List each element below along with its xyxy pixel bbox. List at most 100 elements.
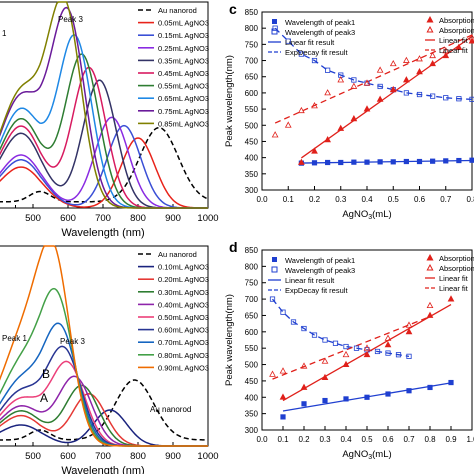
y-tick-label-3-0: 300 xyxy=(245,426,259,435)
series-line-0-1 xyxy=(0,137,208,209)
legend-label-r-1-1: Absorption xyxy=(439,26,474,35)
point-1-3-6 xyxy=(350,82,358,89)
point-3-2-1 xyxy=(300,383,308,390)
series-line-0-9 xyxy=(0,1,208,209)
point-1-2-2 xyxy=(324,135,331,143)
legend-label-2-8: 0.80mL AgNO3 xyxy=(158,351,209,360)
legend-label-2-1: 0.10mL AgNO3 xyxy=(158,263,209,272)
x-axis-label-1: AgNO3(mL) xyxy=(342,209,391,221)
point-3-2-8 xyxy=(447,295,455,302)
x-axis-label-0: Wavelength (nm) xyxy=(61,227,144,239)
legend-label-0-2: 0.15mL AgNO3 xyxy=(158,31,209,40)
x-tick-label-0-5: 1000 xyxy=(197,213,218,224)
legend-label-2-7: 0.70mL AgNO3 xyxy=(158,338,209,347)
point-3-3-0 xyxy=(269,370,276,377)
y-tick-label-3-5: 550 xyxy=(245,344,259,353)
y-tick-label-1-8: 700 xyxy=(245,57,259,66)
point-3-0-2 xyxy=(322,397,328,404)
legend-label-3-3: ExpDecay fit result xyxy=(285,286,348,295)
annotation-curve-b: B xyxy=(42,367,50,381)
fit-line-1-3 xyxy=(274,34,473,124)
point-1-1-3 xyxy=(311,57,318,64)
point-1-1-1 xyxy=(285,38,291,44)
x-tick-label-2-0: 500 xyxy=(25,451,41,462)
annotation-peak3-top: Peak 3 xyxy=(58,15,83,24)
legend-marker-3-0 xyxy=(272,257,277,262)
point-1-3-12 xyxy=(429,51,436,59)
point-3-2-6 xyxy=(405,327,413,335)
legend-label-r-1-2: Linear fit xyxy=(439,36,469,45)
x-tick-label-0-2: 700 xyxy=(95,213,111,224)
point-1-3-3 xyxy=(311,102,318,109)
legend-marker-r-3-1 xyxy=(426,263,434,271)
legend-label-2-3: 0.30mL AgNO3 xyxy=(158,288,209,297)
panel-label-3: d xyxy=(229,239,238,255)
point-1-1-0 xyxy=(272,25,278,31)
point-1-2-5 xyxy=(363,105,371,112)
point-3-0-4 xyxy=(364,394,370,400)
point-1-3-1 xyxy=(284,121,292,128)
x-tick-label-1-5: 0.5 xyxy=(388,195,400,204)
point-1-0-2 xyxy=(325,159,331,166)
point-1-1-2 xyxy=(298,51,304,57)
point-1-3-0 xyxy=(271,131,279,138)
x-tick-label-3-9: 0.9 xyxy=(445,435,457,444)
legend-label-r-3-3: Linear fit xyxy=(439,284,469,293)
point-3-2-7 xyxy=(426,311,434,318)
point-3-0-5 xyxy=(385,391,391,397)
point-1-3-14 xyxy=(455,43,463,50)
legend-label-1-3: ExpDecay fit result xyxy=(285,48,348,57)
x-tick-label-3-1: 0.1 xyxy=(277,435,289,444)
x-tick-label-1-1: 0.1 xyxy=(283,195,295,204)
point-1-0-7 xyxy=(390,159,396,165)
legend-label-2-9: 0.90mL AgNO3 xyxy=(158,363,209,372)
y-tick-label-3-10: 800 xyxy=(245,262,259,271)
point-1-3-13 xyxy=(442,46,450,54)
legend-label-2-5: 0.50mL AgNO3 xyxy=(158,313,209,322)
point-3-3-8 xyxy=(426,301,434,309)
point-3-3-3 xyxy=(321,357,329,364)
legend-marker-1-1 xyxy=(271,28,278,35)
fit-line-3-3 xyxy=(272,315,431,380)
y-tick-label-3-4: 500 xyxy=(245,361,259,370)
legend-label-1-1: Wavelength of peak3 xyxy=(285,28,355,37)
legend-label-r-3-1: Absorption xyxy=(439,264,474,273)
x-tick-label-3-3: 0.3 xyxy=(319,435,331,444)
legend-label-0-0: Au nanorod xyxy=(158,6,197,15)
fit-curve-3-1 xyxy=(271,298,410,358)
annotation-peak1-bottom: Peak 1 xyxy=(2,334,27,343)
point-1-0-6 xyxy=(377,159,383,165)
legend-marker-r-1-0 xyxy=(426,15,434,23)
y-tick-label-1-10: 800 xyxy=(245,24,259,33)
legend-label-0-9: 0.85mL AgNO3 xyxy=(158,119,209,128)
legend-label-r-1-3: Linear fit xyxy=(439,46,469,55)
legend-label-2-2: 0.20mL AgNO3 xyxy=(158,275,209,284)
point-3-3-6 xyxy=(384,334,392,341)
y-tick-label-1-5: 550 xyxy=(245,105,259,114)
point-3-3-4 xyxy=(342,350,350,358)
x-tick-label-1-3: 0.3 xyxy=(335,195,347,204)
point-1-0-12 xyxy=(456,157,462,164)
legend-marker-r-3-0 xyxy=(426,253,434,261)
legend-label-2-6: 0.60mL AgNO3 xyxy=(158,326,209,335)
x-tick-label-3-7: 0.7 xyxy=(403,435,415,444)
point-1-2-9 xyxy=(416,68,423,75)
x-tick-label-2-5: 1000 xyxy=(197,451,218,462)
x-tick-label-1-2: 0.2 xyxy=(309,195,321,204)
legend-label-0-7: 0.65mL AgNO3 xyxy=(158,94,209,103)
x-tick-label-0-4: 900 xyxy=(165,213,181,224)
panel-label-1: c xyxy=(229,1,237,17)
point-1-0-13 xyxy=(469,157,474,163)
x-tick-label-1-4: 0.4 xyxy=(361,195,373,204)
x-tick-label-2-2: 700 xyxy=(95,451,111,462)
point-1-2-3 xyxy=(337,124,345,131)
y-tick-label-1-11: 850 xyxy=(245,8,259,17)
series-line-2-9 xyxy=(0,245,208,447)
point-3-2-4 xyxy=(363,350,371,358)
point-1-0-4 xyxy=(351,159,357,165)
point-3-1-12 xyxy=(395,352,402,358)
x-tick-label-2-3: 800 xyxy=(130,451,146,462)
point-3-1-1 xyxy=(280,309,286,315)
point-3-1-13 xyxy=(406,353,412,359)
